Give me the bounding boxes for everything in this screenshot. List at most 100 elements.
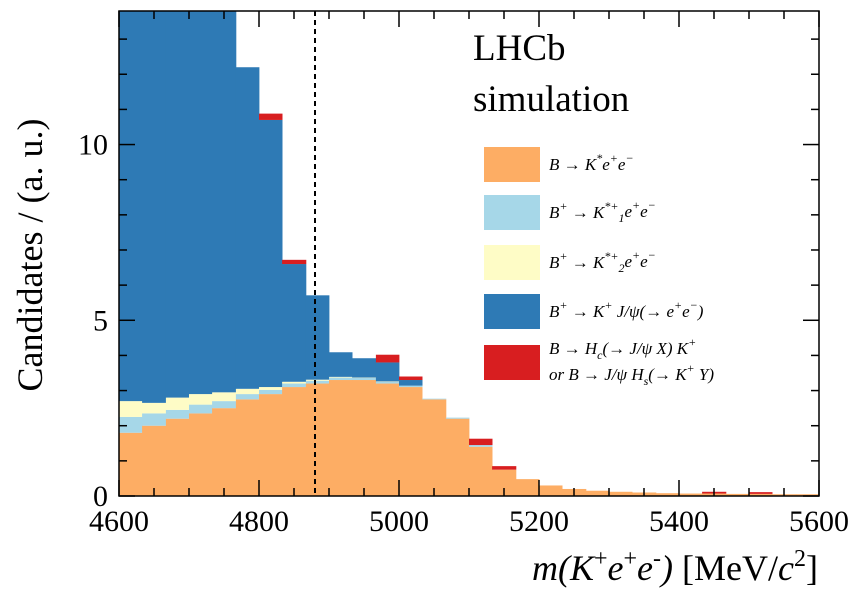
bar-s1-b4: [212, 401, 237, 409]
bar-s0-b15: [469, 446, 493, 496]
legend-label: B → Hc(→ J/ψ X) K+: [549, 335, 696, 362]
legend-swatch: [484, 195, 540, 230]
bar-s0-b13: [422, 399, 447, 496]
axis-ticks: [118, 11, 820, 497]
bar-s1-b3: [189, 404, 213, 414]
bar-s4-b7: [282, 259, 307, 265]
bar-s1-b5: [235, 394, 260, 400]
bar-s2-b7: [282, 381, 307, 384]
x-axis-label: m(K+e+e-) [MeV/c2]: [532, 546, 818, 588]
bar-s0-b23: [655, 493, 680, 496]
legend-label: B+ → K*+2e+e−: [549, 248, 656, 275]
bar-s0-b0: [119, 432, 143, 496]
bar-s1-b15: [469, 445, 493, 447]
bar-s0-b9: [329, 380, 353, 496]
bar-s0-b4: [212, 408, 237, 496]
bar-s2-b0: [119, 401, 143, 417]
y-tick-label: 10: [78, 129, 108, 162]
bar-s2-b9: [329, 376, 353, 378]
bar-s1-b13: [422, 398, 447, 400]
y-axis-label: Candidates / (a. u.): [10, 119, 50, 392]
bar-s4-b15: [469, 438, 493, 446]
lhcb-label: LHCb: [473, 28, 566, 69]
bar-s3-b2: [165, 11, 190, 398]
legend-label: B → K*e+e−: [549, 151, 634, 174]
bar-s2-b2: [165, 397, 190, 410]
bar-s2-b6: [259, 387, 283, 390]
bar-s1-b8: [305, 380, 330, 384]
bar-s0-b20: [585, 490, 610, 496]
bar-s3-b7: [282, 264, 307, 382]
bar-s4-b16: [492, 466, 517, 470]
bar-s1-b6: [259, 389, 283, 395]
bar-s3-b10: [352, 358, 377, 378]
bar-s0-b10: [352, 380, 377, 496]
bar-s0-b14: [445, 418, 470, 496]
legend-swatch: [484, 245, 540, 280]
bar-s3-b3: [189, 11, 213, 395]
bar-s0-b1: [142, 425, 167, 496]
x-tick-label: 5600: [789, 505, 849, 538]
bar-s3-b9: [329, 352, 353, 377]
bar-s1-b0: [119, 416, 143, 433]
bar-s3-b8: [305, 295, 330, 380]
bar-s0-b18: [539, 485, 563, 496]
bar-s1-b9: [329, 377, 353, 381]
x-tick-label: 5400: [649, 505, 709, 538]
bar-s0-b3: [189, 413, 213, 496]
bar-s0-b2: [165, 418, 190, 496]
legend: B → K*e+e− B+ → K*+1e+e− B+ → K*+2e+e− B+ →…: [484, 147, 714, 388]
bar-s0-b8: [305, 383, 330, 496]
bar-s0-b5: [235, 399, 260, 496]
stacked-histogram-bars: [119, 11, 820, 496]
bar-s3-b5: [235, 67, 260, 389]
bar-s1-b7: [282, 383, 307, 388]
bar-s3-b12: [399, 380, 423, 386]
bar-s3-b0: [119, 11, 143, 402]
x-tick-label: 4800: [229, 505, 289, 538]
bar-s4-b6: [259, 113, 283, 120]
bar-s0-b7: [282, 387, 307, 496]
bar-s1-b14: [445, 417, 470, 419]
bar-s2-b4: [212, 392, 237, 402]
bar-s4-b27: [749, 492, 773, 494]
x-tick-label: 5200: [509, 505, 569, 538]
bar-s0-b24: [679, 493, 703, 496]
bar-s0-b27: [749, 493, 773, 496]
bar-s4-b12: [399, 376, 423, 381]
bar-s2-b8: [305, 379, 330, 381]
bar-s0-b21: [609, 491, 633, 496]
y-tick-label: 0: [93, 480, 108, 513]
bar-s4-b11: [375, 354, 400, 363]
legend-label: or B → J/ψ Hs(→ K+ Y): [549, 361, 714, 388]
bar-s0-b26: [725, 493, 750, 496]
legend-swatch: [484, 147, 540, 182]
bar-s0-b12: [399, 387, 423, 496]
y-tick-label: 5: [93, 304, 108, 337]
bar-s3-b11: [375, 362, 400, 382]
bar-s1-b11: [375, 381, 400, 384]
bar-s1-b12: [399, 385, 423, 388]
simulation-label: simulation: [473, 79, 629, 120]
bar-s0-b11: [375, 383, 400, 496]
bar-s2-b1: [142, 402, 167, 414]
legend-swatch: [484, 294, 540, 329]
bar-s2-b3: [189, 394, 213, 405]
x-tick-label: 4600: [89, 505, 149, 538]
bar-s3-b4: [212, 11, 237, 393]
bar-s1-b10: [352, 377, 377, 381]
tick-labels: 4600 4800 5000 5200 5400 5600 0 5 10: [78, 129, 849, 538]
legend-label: B+ → K*+1e+e−: [549, 198, 656, 225]
bar-s0-b17: [515, 479, 540, 496]
bar-s0-b29: [795, 494, 820, 496]
bar-s3-b1: [142, 11, 167, 403]
x-tick-label: 5000: [369, 505, 429, 538]
bar-s0-b6: [259, 394, 283, 496]
bar-s1-b2: [165, 409, 190, 419]
legend-label: B+ → K+ J/ψ(→ e+e−): [549, 298, 704, 321]
bar-s1-b1: [142, 413, 167, 426]
bar-s2-b5: [235, 388, 260, 395]
bar-s3-b6: [259, 119, 283, 388]
legend-swatch: [484, 345, 540, 380]
